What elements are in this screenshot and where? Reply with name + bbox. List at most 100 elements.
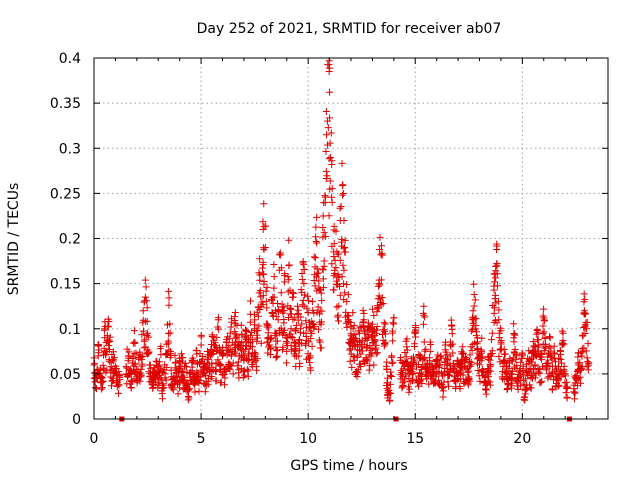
data-point [149, 384, 157, 392]
data-point [249, 336, 257, 344]
data-point [411, 340, 419, 348]
data-point [550, 342, 558, 350]
data-point [115, 381, 123, 389]
data-point [303, 304, 311, 312]
data-point [127, 383, 135, 391]
data-point [256, 255, 264, 263]
chart-title: Day 252 of 2021, SRMTID for receiver ab0… [197, 21, 502, 37]
data-point [492, 267, 500, 275]
data-point [459, 349, 467, 357]
data-point [539, 322, 547, 330]
data-point [165, 294, 173, 302]
data-point [145, 349, 153, 357]
data-point [563, 394, 571, 402]
data-point [268, 308, 276, 316]
data-point [526, 381, 534, 389]
data-point [197, 333, 205, 341]
data-point [382, 381, 390, 389]
data-point [398, 382, 406, 390]
data-point [577, 379, 585, 387]
data-point [570, 395, 578, 403]
data-point [520, 395, 528, 403]
data-point [366, 362, 374, 370]
data-point [326, 114, 334, 122]
data-point [525, 367, 533, 375]
data-point [439, 393, 447, 401]
data-point [581, 323, 589, 331]
data-point [313, 239, 321, 247]
data-point [337, 238, 345, 246]
data-point [467, 361, 475, 369]
data-point [405, 388, 413, 396]
data-point [143, 304, 151, 312]
data-point [207, 375, 215, 383]
data-point [335, 317, 343, 325]
data-point [179, 354, 187, 362]
data-point [344, 317, 352, 325]
data-point [536, 369, 544, 377]
data-point [107, 382, 115, 390]
data-point [266, 334, 274, 342]
data-point [389, 358, 397, 366]
data-point [265, 323, 273, 331]
data-point [231, 348, 239, 356]
data-point [383, 366, 391, 374]
data-point [497, 327, 505, 335]
data-point [557, 373, 565, 381]
data-point [302, 332, 310, 340]
data-point [280, 307, 288, 315]
data-point [378, 294, 386, 302]
data-point [326, 177, 334, 185]
data-point [407, 365, 415, 373]
data-point [129, 354, 137, 362]
data-point [259, 292, 267, 300]
data-point [578, 352, 586, 360]
data-point [466, 377, 474, 385]
data-point [570, 385, 578, 393]
data-point [312, 223, 320, 231]
data-point [560, 340, 568, 348]
data-point [254, 312, 262, 320]
data-point [576, 373, 584, 381]
data-point [241, 326, 249, 334]
data-point [242, 327, 250, 335]
data-point [403, 346, 411, 354]
data-point [486, 367, 494, 375]
data-point [319, 266, 327, 274]
data-point [312, 233, 320, 241]
data-point [315, 336, 323, 344]
data-point [418, 379, 426, 387]
data-point [367, 352, 375, 360]
data-point [495, 352, 503, 360]
data-point [310, 253, 318, 261]
data-point [373, 349, 381, 357]
data-point [337, 203, 345, 211]
data-point [317, 344, 325, 352]
data-point [584, 366, 592, 374]
data-point [492, 274, 500, 282]
data-point [521, 390, 529, 398]
data-point [579, 331, 587, 339]
data-point [547, 344, 555, 352]
data-point [300, 280, 308, 288]
y-tick-label: 0.3 [59, 141, 81, 157]
data-point [340, 296, 348, 304]
data-point [532, 351, 540, 359]
data-point [582, 347, 590, 355]
x-tick-label: 20 [513, 431, 531, 447]
data-point [330, 286, 338, 294]
data-point [282, 337, 290, 345]
data-point [541, 334, 549, 342]
data-point [495, 297, 503, 305]
data-point [298, 270, 306, 278]
data-point [468, 346, 476, 354]
data-point [528, 350, 536, 358]
data-point [398, 368, 406, 376]
data-point [212, 377, 220, 385]
data-point [473, 338, 481, 346]
data-point [563, 385, 571, 393]
data-point [535, 341, 543, 349]
data-point [289, 290, 297, 298]
data-point [199, 353, 207, 361]
data-point [217, 379, 225, 387]
